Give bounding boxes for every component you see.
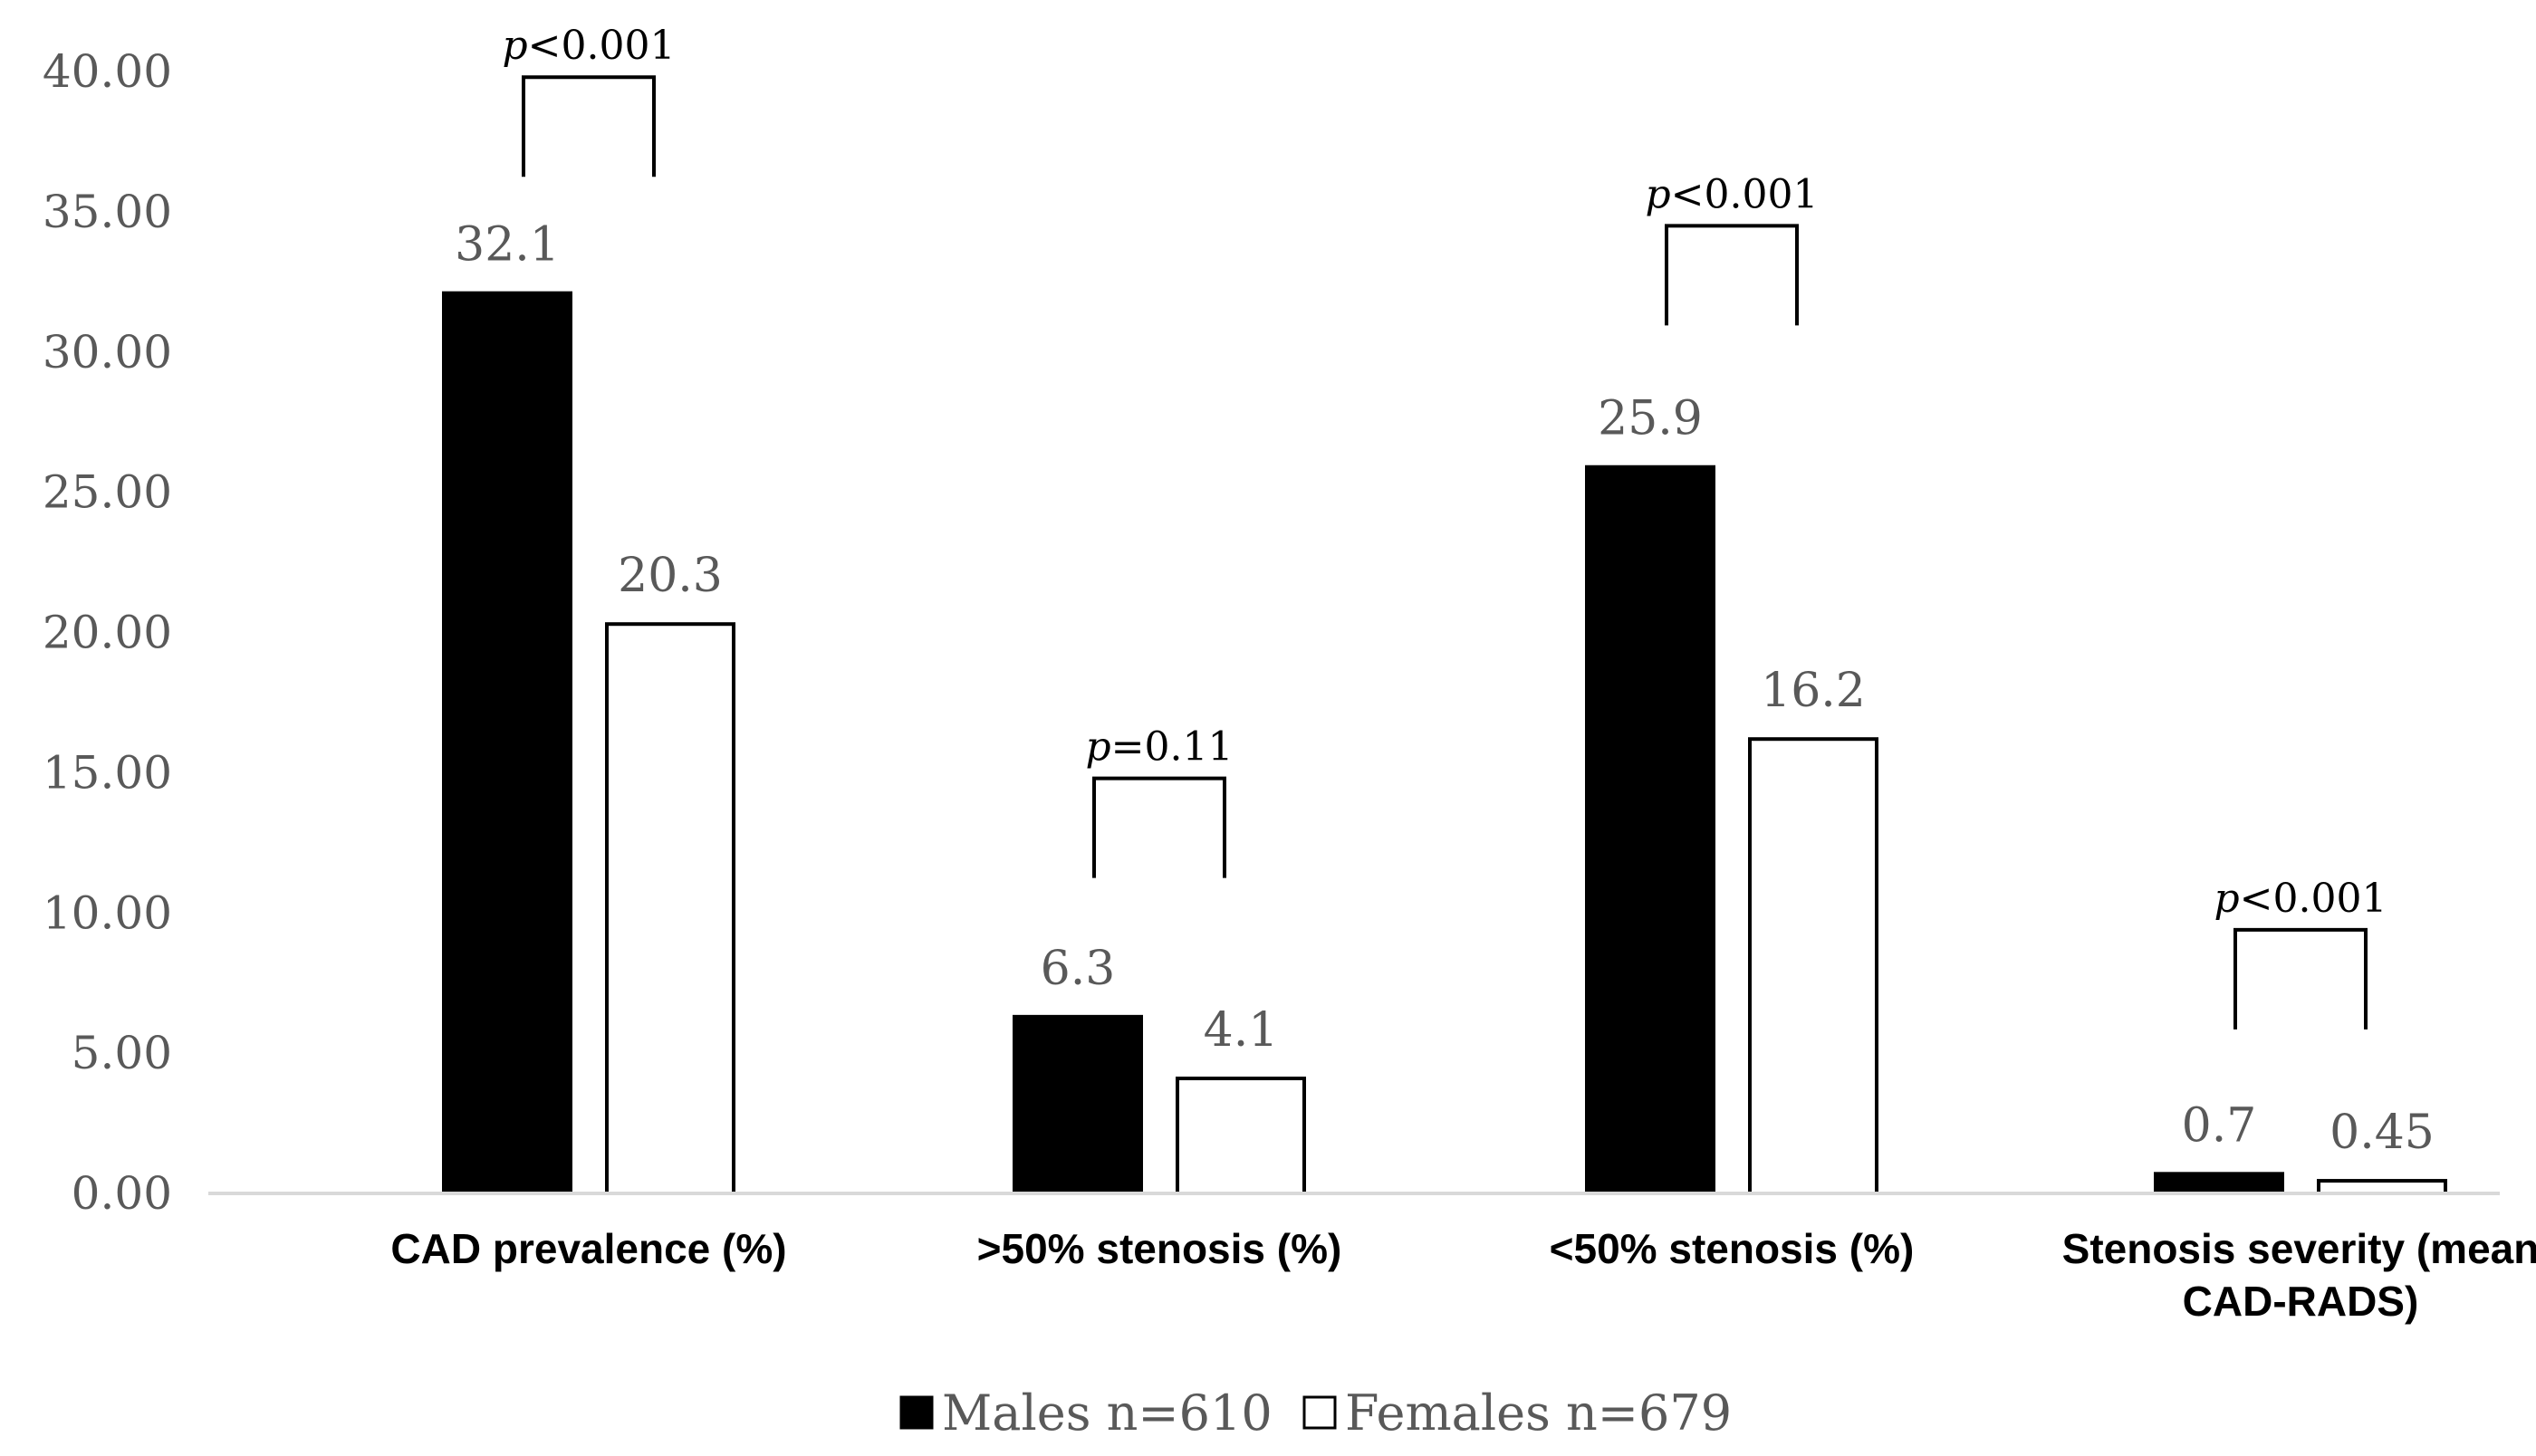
y-tick-label: 10.00 xyxy=(43,886,172,939)
bar-males xyxy=(2154,1172,2284,1196)
legend-label: Females n=679 xyxy=(1345,1384,1732,1442)
p-value-bracket xyxy=(1092,776,1226,878)
y-tick-label: 30.00 xyxy=(43,326,172,378)
p-value-bracket xyxy=(522,75,656,177)
bar-males xyxy=(442,291,572,1195)
data-label: 16.2 xyxy=(1761,664,1866,718)
data-label: 0.7 xyxy=(2182,1098,2257,1153)
y-tick-label: 15.00 xyxy=(43,746,172,799)
legend: Males n=610 Females n=679 xyxy=(899,1384,1732,1442)
data-label: 32.1 xyxy=(455,218,560,273)
p-value-annotations: p<0.001 p=0.11 p<0.001 p<0.001 xyxy=(502,23,2387,1030)
bar-females xyxy=(605,622,735,1195)
x-axis: CAD prevalence (%) >50% stenosis (%) <50% … xyxy=(208,1192,2536,1325)
y-tick-label: 35.00 xyxy=(43,186,172,238)
data-label: 4.1 xyxy=(1204,1003,1279,1058)
data-label: 25.9 xyxy=(1598,392,1703,446)
data-label: 6.3 xyxy=(1041,942,1116,996)
p-value-bracket xyxy=(1665,224,1799,326)
bar-females xyxy=(2317,1179,2447,1196)
bar-females xyxy=(1176,1077,1306,1195)
legend-swatch-females xyxy=(1302,1395,1337,1430)
p-value-label: p<0.001 xyxy=(2214,876,2387,922)
category-label: Stenosis severity (mean CAD-RADS) xyxy=(2062,1225,2536,1325)
p-value-label: p<0.001 xyxy=(502,23,675,69)
bar-females xyxy=(1748,737,1878,1196)
bar-males xyxy=(1585,465,1715,1195)
bar-males xyxy=(1013,1014,1143,1196)
legend-label: Males n=610 xyxy=(942,1384,1273,1442)
y-tick-label: 40.00 xyxy=(43,45,172,98)
y-tick-label: 20.00 xyxy=(43,607,172,659)
y-axis: 0.00 5.00 10.00 15.00 20.00 25.00 30.00 35.00 40… xyxy=(43,45,172,1220)
data-label: 20.3 xyxy=(618,549,723,603)
y-tick-label: 5.00 xyxy=(72,1027,172,1079)
category-label: CAD prevalence (%) xyxy=(390,1225,786,1272)
category-label: >50% stenosis (%) xyxy=(977,1225,1342,1272)
data-label: 0.45 xyxy=(2329,1106,2435,1160)
y-tick-label: 0.00 xyxy=(72,1167,172,1220)
bars: 32.1 6.3 25.9 0.7 20.3 4.1 16.2 0.45 xyxy=(442,218,2447,1196)
y-tick-label: 25.00 xyxy=(43,466,172,519)
legend-swatch-males xyxy=(899,1395,934,1430)
category-label: <50% stenosis (%) xyxy=(1550,1225,1915,1272)
p-value-label: p=0.11 xyxy=(1085,724,1233,771)
p-value-label: p<0.001 xyxy=(1645,171,1818,217)
p-value-bracket xyxy=(2233,927,2368,1030)
